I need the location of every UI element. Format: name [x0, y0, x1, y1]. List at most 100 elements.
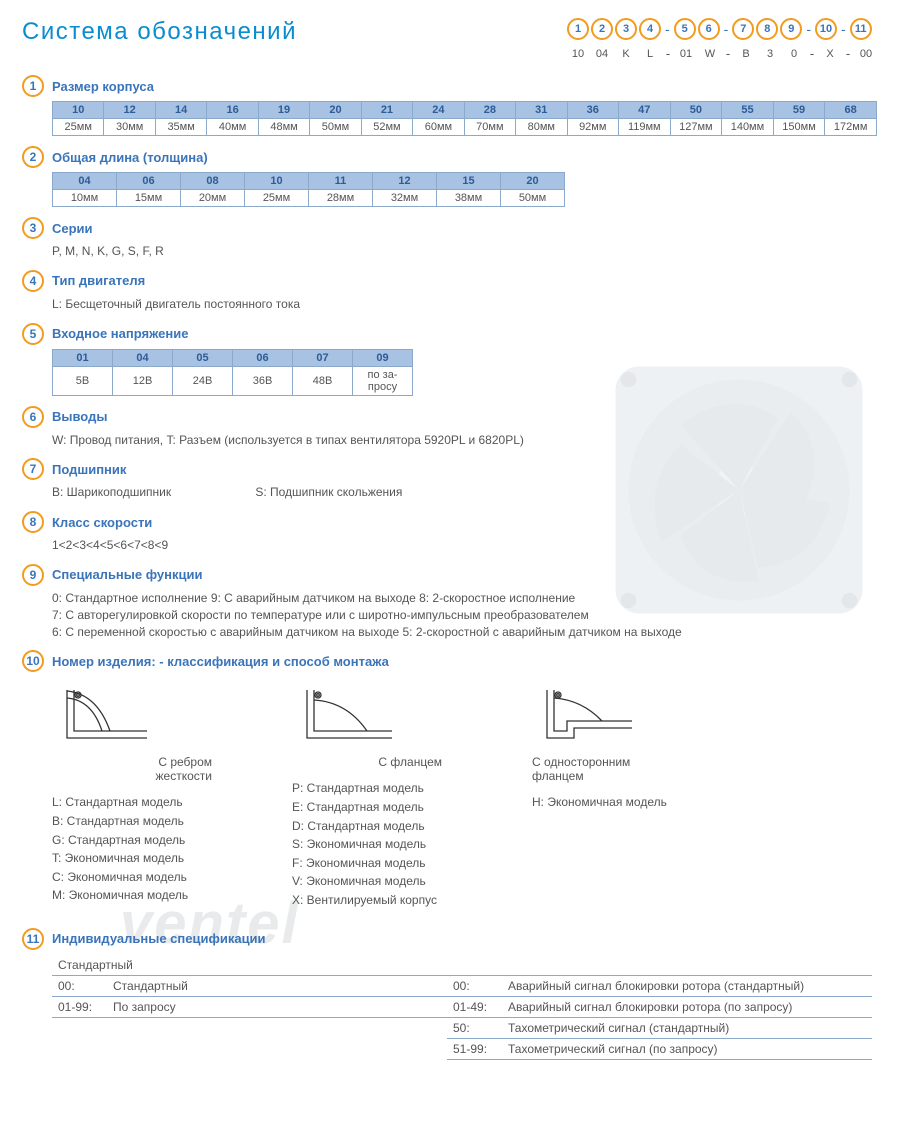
- code-example-value: 3: [759, 48, 781, 60]
- designation-code-block: 1234-56-789-10-11 1004KL-01W-B30-X-00: [567, 18, 877, 61]
- table-code-cell: 21: [361, 102, 412, 119]
- table-code-cell: 19: [258, 102, 309, 119]
- mount-rib-caption: С ребром жесткости: [52, 755, 252, 783]
- table-value-cell: 52мм: [361, 119, 412, 136]
- table-code-cell: 11: [309, 173, 373, 190]
- section-badge-11: 11: [22, 928, 44, 950]
- section-title-6: Выводы: [52, 409, 107, 424]
- frame-size-table: 1012141619202124283136475055596825мм30мм…: [52, 101, 877, 136]
- spec-cell: [107, 1038, 447, 1059]
- special-line-1: 0: Стандартное исполнение 9: С аварийным…: [52, 590, 877, 607]
- code-position-badge: 11: [850, 18, 872, 40]
- spec-cell: [52, 1038, 107, 1059]
- table-code-cell: 16: [207, 102, 258, 119]
- section-title-8: Класс скорости: [52, 515, 152, 530]
- spec-cell: 50:: [447, 1017, 502, 1038]
- table-code-cell: 31: [516, 102, 567, 119]
- table-value-cell: 127мм: [670, 119, 722, 136]
- table-code-cell: 12: [104, 102, 155, 119]
- table-value-cell: 30мм: [104, 119, 155, 136]
- section-title-7: Подшипник: [52, 462, 126, 477]
- model-list-item: C: Экономичная модель: [52, 868, 252, 887]
- mount-single-flange-diagram: [532, 680, 672, 750]
- table-value-cell: 40мм: [207, 119, 258, 136]
- table-value-cell: 5В: [53, 366, 113, 395]
- section-badge-2: 2: [22, 146, 44, 168]
- model-list-item: H: Экономичная модель: [532, 793, 732, 812]
- section-badge-8: 8: [22, 511, 44, 533]
- mounting-diagrams-row: С ребром жесткости L: Стандартная модель…: [52, 680, 877, 909]
- code-example-value: L: [639, 48, 661, 60]
- spec-cell: 00:: [52, 975, 107, 996]
- spec-cell: 00:: [447, 975, 502, 996]
- section-badge-6: 6: [22, 406, 44, 428]
- bearing-sleeve: S: Подшипник скольжения: [255, 485, 402, 499]
- table-value-cell: 32мм: [373, 190, 437, 207]
- table-code-cell: 68: [825, 102, 877, 119]
- table-code-cell: 07: [293, 349, 353, 366]
- table-value-cell: по за- просу: [353, 366, 413, 395]
- model-list-item: L: Стандартная модель: [52, 793, 252, 812]
- section-title-5: Входное напряжение: [52, 326, 188, 341]
- spec-cell: По запросу: [107, 996, 447, 1017]
- code-position-badge: 6: [698, 18, 720, 40]
- table-value-cell: 80мм: [516, 119, 567, 136]
- section-title-4: Тип двигателя: [52, 273, 145, 288]
- code-example-value: 10: [567, 48, 589, 60]
- section-title-11: Индивидуальные спецификации: [52, 931, 266, 946]
- code-position-badge: 1: [567, 18, 589, 40]
- code-position-badge: 7: [732, 18, 754, 40]
- table-value-cell: 15мм: [117, 190, 181, 207]
- section-title-2: Общая длина (толщина): [52, 150, 208, 165]
- spec-cell: Аварийный сигнал блокировки ротора (по з…: [502, 996, 872, 1017]
- bearing-text: B: Шарикоподшипник S: Подшипник скольжен…: [52, 484, 877, 501]
- code-dash: -: [804, 21, 813, 37]
- table-code-cell: 01: [53, 349, 113, 366]
- model-list-item: D: Стандартная модель: [292, 817, 492, 836]
- table-code-cell: 06: [233, 349, 293, 366]
- code-example-value: W: [699, 48, 721, 60]
- code-position-badge: 9: [780, 18, 802, 40]
- spec-cell: 51-99:: [447, 1038, 502, 1059]
- special-functions-text: 0: Стандартное исполнение 9: С аварийным…: [52, 590, 877, 640]
- mount-flange-diagram: [292, 680, 432, 750]
- code-position-badge: 5: [674, 18, 696, 40]
- code-example-value: 00: [855, 48, 877, 60]
- model-list-item: G: Стандартная модель: [52, 831, 252, 850]
- table-value-cell: 172мм: [825, 119, 877, 136]
- section-title-1: Размер корпуса: [52, 79, 154, 94]
- table-code-cell: 20: [501, 173, 565, 190]
- spec-cell: 01-49:: [447, 996, 502, 1017]
- model-list-item: X: Вентилируемый корпус: [292, 891, 492, 910]
- code-example-value: B: [735, 48, 757, 60]
- spec-cell: [107, 1017, 447, 1038]
- table-code-cell: 14: [155, 102, 206, 119]
- spec-cell: Тахометрический сигнал (по запросу): [502, 1038, 872, 1059]
- code-dash: -: [807, 46, 817, 61]
- model-list-item: P: Стандартная модель: [292, 779, 492, 798]
- voltage-table: 0104050607095В12В24В36В48Впо за- просу: [52, 349, 413, 396]
- table-code-cell: 28: [464, 102, 515, 119]
- code-example-value: 04: [591, 48, 613, 60]
- table-value-cell: 92мм: [567, 119, 618, 136]
- spec-cell: Тахометрический сигнал (стандартный): [502, 1017, 872, 1038]
- speed-class-text: 1<2<3<4<5<6<7<8<9: [52, 537, 877, 554]
- code-dash: -: [723, 46, 733, 61]
- leads-text: W: Провод питания, T: Разъем (использует…: [52, 432, 877, 449]
- table-code-cell: 04: [113, 349, 173, 366]
- table-value-cell: 28мм: [309, 190, 373, 207]
- section-badge-5: 5: [22, 323, 44, 345]
- code-example-value: X: [819, 48, 841, 60]
- individual-spec-table: Стандартный00:Стандартный00:Аварийный си…: [52, 954, 872, 1060]
- table-code-cell: 10: [245, 173, 309, 190]
- code-example-value: 0: [783, 48, 805, 60]
- code-position-badge: 8: [756, 18, 778, 40]
- table-code-cell: 55: [722, 102, 774, 119]
- model-list-item: V: Экономичная модель: [292, 872, 492, 891]
- table-value-cell: 60мм: [413, 119, 464, 136]
- special-line-2: 7: С авторегулировкой скорости по темпер…: [52, 607, 877, 624]
- code-dash: -: [663, 21, 672, 37]
- table-code-cell: 04: [53, 173, 117, 190]
- table-value-cell: 119мм: [618, 119, 670, 136]
- table-value-cell: 36В: [233, 366, 293, 395]
